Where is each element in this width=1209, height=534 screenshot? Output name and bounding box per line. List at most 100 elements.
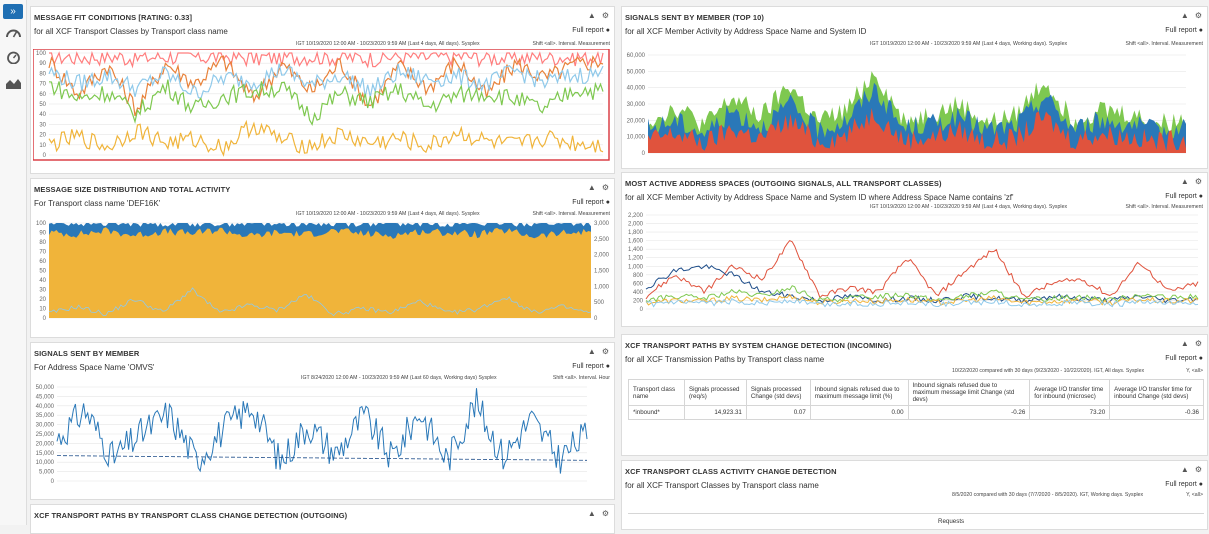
y-tick-label: 40,000	[627, 86, 646, 92]
y-tick-label: 400	[633, 290, 644, 296]
collapse-icon[interactable]: ▲	[587, 11, 596, 20]
panel-title: XCF TRANSPORT CLASS ACTIVITY CHANGE DETE…	[625, 467, 837, 476]
y-tick-label: 20	[39, 133, 46, 139]
y-tick-label: 80	[39, 240, 46, 246]
expand-rail-button[interactable]: »	[3, 4, 23, 19]
full-report-link[interactable]: Full report ●	[572, 27, 610, 34]
filter-meta-right: Shift <all>. Interval. Measurement	[532, 211, 610, 217]
collapse-icon[interactable]: ▲	[1180, 11, 1189, 20]
table-row: *inbound* 14,923.31 0.07 0.00 -0.26 73.2…	[628, 405, 1204, 420]
y2-tick-label: 1,000	[594, 284, 610, 290]
filter-meta: IGT 10/19/2020 12:00 AM - 10/23/2020 9:5…	[296, 41, 480, 47]
col-header[interactable]: Average I/O transfer time for inbound (m…	[1029, 379, 1111, 406]
y2-tick-label: 2,000	[594, 253, 610, 259]
y-tick-label: 0	[640, 307, 644, 313]
panel-controls: ▲ ⚙	[582, 347, 609, 356]
collapse-icon[interactable]: ▲	[1180, 465, 1189, 474]
settings-gear-icon[interactable]: ⚙	[1194, 339, 1202, 348]
filter-meta: IGT 10/19/2020 12:00 AM - 10/23/2020 9:5…	[870, 41, 1068, 47]
message-size-panel: MESSAGE SIZE DISTRIBUTION AND TOTAL ACTI…	[30, 178, 615, 338]
filter-meta: IGT 10/19/2020 12:00 AM - 10/23/2020 9:5…	[296, 211, 480, 217]
y-tick-label: 10,000	[36, 460, 55, 466]
collapse-icon[interactable]: ▲	[587, 347, 596, 356]
filter-meta: 8/5/2020 compared with 30 days (7/7/2020…	[952, 492, 1144, 498]
col-header[interactable]: Inbound signals refused due to maximum m…	[907, 379, 1031, 406]
filter-meta-right: Shift <all>. Interval. Measurement	[532, 41, 610, 47]
table-header-row: Transport class name Signals processed (…	[628, 379, 1204, 406]
col-header[interactable]: Signals processed Change (std devs)	[745, 379, 811, 406]
panel-title: MESSAGE SIZE DISTRIBUTION AND TOTAL ACTI…	[34, 185, 231, 194]
y-tick-label: 1,600	[628, 239, 644, 245]
full-report-link[interactable]: Full report ●	[1165, 481, 1203, 488]
y-tick-label: 10	[39, 307, 46, 313]
settings-gear-icon[interactable]: ⚙	[601, 347, 609, 356]
full-report-link[interactable]: Full report ●	[1165, 193, 1203, 200]
class-activity-panel: XCF TRANSPORT CLASS ACTIVITY CHANGE DETE…	[621, 460, 1208, 530]
panel-subtitle: for all XCF Transport Classes by Transpo…	[34, 27, 228, 36]
col-header[interactable]: Signals processed (req/s)	[683, 379, 747, 406]
y-tick-label: 30	[39, 122, 46, 128]
panel-title: MESSAGE FIT CONDITIONS [RATING: 0.33]	[34, 13, 193, 22]
col-header[interactable]: Average I/O transfer time for inbound Ch…	[1109, 379, 1204, 406]
full-report-link[interactable]: Full report ●	[1165, 27, 1203, 34]
series-line	[48, 63, 604, 100]
col-header[interactable]: Transport class name	[628, 379, 685, 406]
filter-meta-right: Y, <all>	[1186, 368, 1203, 374]
panel-controls: ▲ ⚙	[1175, 339, 1202, 348]
full-report-link[interactable]: Full report ●	[1165, 355, 1203, 362]
y-tick-label: 5,000	[39, 470, 55, 476]
y-tick-label: 50,000	[36, 385, 55, 391]
col-header[interactable]: Requests	[938, 518, 965, 525]
full-report-link[interactable]: Full report ●	[572, 363, 610, 370]
panel-title: XCF TRANSPORT PATHS BY SYSTEM CHANGE DET…	[625, 341, 892, 350]
y-tick-label: 0	[642, 151, 646, 157]
full-report-link[interactable]: Full report ●	[572, 199, 610, 206]
y-tick-label: 0	[43, 316, 47, 322]
cell: 73.20	[1029, 405, 1111, 420]
col-header[interactable]: Inbound signals refused due to maximum m…	[809, 379, 909, 406]
y-tick-label: 20	[39, 297, 46, 303]
filter-meta-right: Shift <all>. Interval. Hour	[552, 375, 610, 381]
collapse-icon[interactable]: ▲	[587, 509, 596, 518]
settings-gear-icon[interactable]: ⚙	[601, 509, 609, 518]
collapse-icon[interactable]: ▲	[587, 183, 596, 192]
y-tick-label: 60,000	[627, 53, 646, 59]
y-tick-label: 600	[633, 281, 644, 287]
series-line	[645, 297, 1199, 308]
y-tick-label: 25,000	[36, 432, 55, 438]
settings-gear-icon[interactable]: ⚙	[1194, 177, 1202, 186]
settings-gear-icon[interactable]: ⚙	[1194, 465, 1202, 474]
y-tick-label: 200	[633, 298, 644, 304]
y-tick-label: 90	[39, 61, 46, 67]
class-activity-table: Requests	[628, 513, 1204, 529]
y-tick-label: 40,000	[36, 404, 55, 410]
series-line	[645, 239, 1199, 300]
filter-meta: IGT 8/24/2020 12:00 AM - 10/23/2020 9:59…	[301, 375, 497, 381]
collapse-icon[interactable]: ▲	[1180, 177, 1189, 186]
y2-tick-label: 1,500	[594, 269, 610, 275]
settings-gear-icon[interactable]: ⚙	[601, 11, 609, 20]
message-fit-panel: MESSAGE FIT CONDITIONS [RATING: 0.33] ▲ ⚙…	[30, 6, 615, 174]
y-tick-label: 10,000	[627, 135, 646, 141]
signals-top10-panel: SIGNALS SENT BY MEMBER (TOP 10) ▲ ⚙ for a…	[621, 6, 1208, 169]
speedometer-icon[interactable]	[5, 50, 22, 64]
y-tick-label: 60	[39, 92, 46, 98]
collapse-icon[interactable]: ▲	[1180, 339, 1189, 348]
settings-gear-icon[interactable]: ⚙	[1194, 11, 1202, 20]
y-tick-label: 50,000	[627, 69, 646, 75]
area-series	[49, 227, 591, 318]
filter-meta: 10/22/2020 compared with 30 days (9/23/2…	[952, 368, 1145, 374]
y-tick-label: 30,000	[627, 102, 646, 108]
panel-subtitle: For Transport class name 'DEF16K'	[34, 199, 161, 208]
message-size-chart: 10090807060504030201003,0002,5002,0001,5…	[36, 221, 610, 322]
panel-controls: ▲ ⚙	[582, 509, 609, 518]
dashboard-gauge-icon[interactable]	[5, 26, 22, 40]
area-chart-icon[interactable]	[5, 76, 22, 90]
filter-meta-right: Shift <all>. Interval. Measurement	[1125, 41, 1203, 47]
settings-gear-icon[interactable]: ⚙	[601, 183, 609, 192]
y-tick-label: 45,000	[36, 394, 55, 400]
series-line	[645, 293, 1199, 307]
cell: 0.07	[745, 405, 811, 420]
panel-title: SIGNALS SENT BY MEMBER	[34, 349, 140, 358]
